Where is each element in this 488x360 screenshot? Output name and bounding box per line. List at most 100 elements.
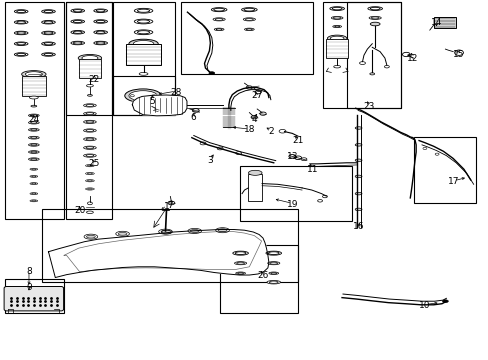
Ellipse shape xyxy=(44,32,53,34)
Ellipse shape xyxy=(129,39,158,48)
Text: 3: 3 xyxy=(207,156,213,165)
Ellipse shape xyxy=(28,129,39,131)
Ellipse shape xyxy=(442,300,447,303)
Ellipse shape xyxy=(31,105,37,107)
Ellipse shape xyxy=(241,8,257,12)
Ellipse shape xyxy=(137,9,149,12)
Ellipse shape xyxy=(41,53,55,56)
Ellipse shape xyxy=(200,142,205,145)
Ellipse shape xyxy=(354,127,361,129)
Ellipse shape xyxy=(369,22,379,26)
Ellipse shape xyxy=(30,183,38,185)
Ellipse shape xyxy=(269,281,278,283)
Text: 6: 6 xyxy=(190,113,196,122)
Ellipse shape xyxy=(85,188,94,190)
Ellipse shape xyxy=(14,31,28,35)
Bar xyxy=(65,3,112,116)
Bar xyxy=(220,244,298,313)
Ellipse shape xyxy=(213,8,224,11)
Ellipse shape xyxy=(71,41,84,45)
Ellipse shape xyxy=(86,104,94,107)
Text: 28: 28 xyxy=(170,87,182,96)
Ellipse shape xyxy=(44,53,53,55)
Text: 25: 25 xyxy=(88,159,100,168)
Ellipse shape xyxy=(73,21,82,23)
Ellipse shape xyxy=(158,229,172,234)
Text: 21: 21 xyxy=(292,136,303,145)
Text: 12: 12 xyxy=(406,54,418,63)
Ellipse shape xyxy=(332,26,341,28)
Ellipse shape xyxy=(370,17,378,19)
Ellipse shape xyxy=(28,150,39,153)
Ellipse shape xyxy=(279,130,285,133)
Bar xyxy=(126,44,160,65)
Ellipse shape xyxy=(83,120,96,123)
Ellipse shape xyxy=(86,154,94,157)
Ellipse shape xyxy=(30,175,38,177)
Ellipse shape xyxy=(83,138,96,141)
Ellipse shape xyxy=(213,18,225,21)
Ellipse shape xyxy=(94,9,107,13)
Ellipse shape xyxy=(354,208,361,211)
Bar xyxy=(326,40,347,58)
Ellipse shape xyxy=(87,180,92,181)
Ellipse shape xyxy=(14,10,28,13)
Ellipse shape xyxy=(86,130,94,131)
Ellipse shape xyxy=(154,108,158,110)
Ellipse shape xyxy=(250,116,257,119)
Ellipse shape xyxy=(254,90,261,94)
Text: 17: 17 xyxy=(447,177,459,186)
Ellipse shape xyxy=(235,252,245,255)
Ellipse shape xyxy=(28,114,39,117)
Ellipse shape xyxy=(94,31,107,34)
Text: 14: 14 xyxy=(430,18,442,27)
Ellipse shape xyxy=(134,19,153,24)
Ellipse shape xyxy=(137,31,149,34)
Ellipse shape xyxy=(134,8,153,13)
Bar xyxy=(22,76,45,96)
Ellipse shape xyxy=(30,168,38,170)
Ellipse shape xyxy=(44,10,53,13)
Text: 18: 18 xyxy=(243,125,255,134)
Ellipse shape xyxy=(243,18,255,21)
Ellipse shape xyxy=(384,66,388,68)
Ellipse shape xyxy=(84,234,98,239)
Ellipse shape xyxy=(85,180,94,182)
Ellipse shape xyxy=(129,91,157,101)
Ellipse shape xyxy=(245,18,253,21)
Ellipse shape xyxy=(236,262,244,264)
Bar xyxy=(346,3,400,108)
Ellipse shape xyxy=(86,211,93,213)
Text: 15: 15 xyxy=(452,50,464,59)
Text: 11: 11 xyxy=(306,165,318,174)
Bar xyxy=(433,17,455,28)
Ellipse shape xyxy=(17,21,25,23)
Ellipse shape xyxy=(44,21,53,23)
Ellipse shape xyxy=(31,114,37,116)
Ellipse shape xyxy=(29,96,38,99)
Ellipse shape xyxy=(294,156,301,159)
FancyBboxPatch shape xyxy=(4,287,63,311)
Text: 2: 2 xyxy=(268,127,274,136)
Ellipse shape xyxy=(187,228,201,233)
Ellipse shape xyxy=(94,41,107,45)
Text: 5: 5 xyxy=(149,96,154,105)
Ellipse shape xyxy=(87,202,92,205)
Ellipse shape xyxy=(330,17,342,19)
Text: 16: 16 xyxy=(353,222,364,231)
Ellipse shape xyxy=(235,272,245,274)
Ellipse shape xyxy=(217,147,223,150)
Ellipse shape xyxy=(368,16,381,19)
Ellipse shape xyxy=(86,113,94,115)
Ellipse shape xyxy=(28,144,39,146)
Ellipse shape xyxy=(44,42,53,45)
Ellipse shape xyxy=(354,192,361,195)
Ellipse shape xyxy=(21,71,46,78)
Ellipse shape xyxy=(17,10,25,13)
Ellipse shape xyxy=(137,20,149,23)
Ellipse shape xyxy=(211,8,226,12)
Ellipse shape xyxy=(28,158,39,161)
Bar xyxy=(79,59,101,78)
Ellipse shape xyxy=(83,154,96,157)
Ellipse shape xyxy=(83,129,96,132)
